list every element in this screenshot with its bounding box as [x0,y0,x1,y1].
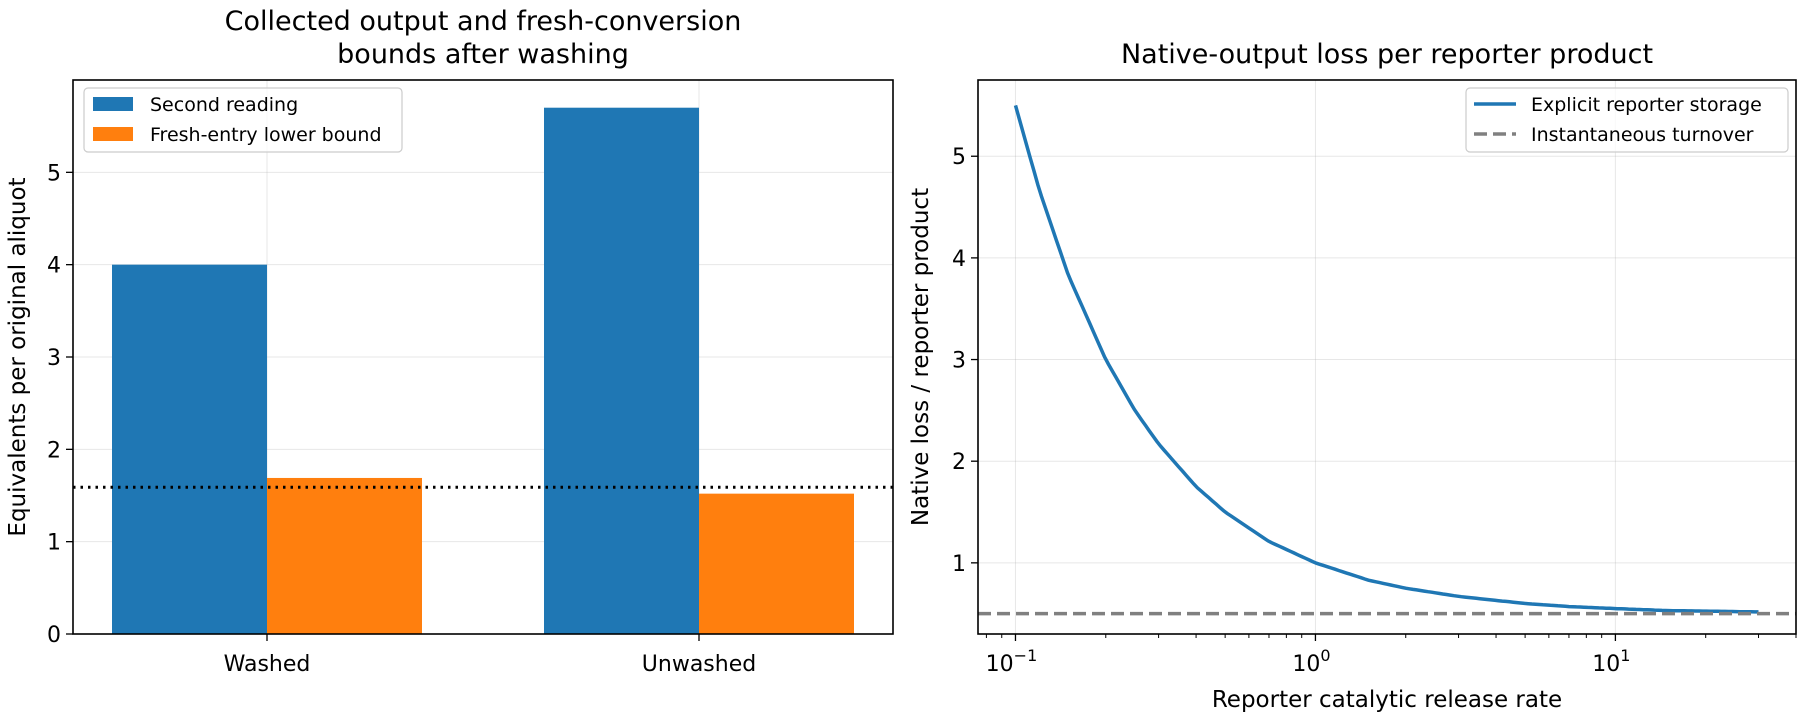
x-axis-ticks: Washed Unwashed [224,634,756,677]
legend-label-instantaneous-turnover: Instantaneous turnover [1531,124,1754,146]
y-tick-label: 2 [47,438,61,463]
legend-box [83,87,403,153]
x-tick-exponent: 0 [1320,646,1330,665]
legend-box [1465,87,1789,153]
y-tick-label: 2 [952,450,966,475]
grid-lines [978,80,1796,634]
legend-swatch-fresh-entry [93,127,133,141]
chart-title: Native-output loss per reporter product [1121,39,1653,70]
x-axis-ticks: 10−1 100 101 [986,634,1797,677]
x-tick-label: 100 [1292,646,1330,677]
y-tick-label: 0 [47,623,61,648]
chart-title-line-1: Collected output and fresh-conversion [225,6,742,37]
y-axis-ticks: 1 2 3 4 5 [952,145,978,577]
y-axis-label: Equivalents per original aliquot [5,177,31,536]
line-series-group [978,104,1796,616]
y-tick-label: 1 [952,552,966,577]
x-tick-base: 10 [986,652,1014,677]
legend[interactable]: Explicit reporter storage Instantaneous … [1465,87,1789,153]
x-tick-exponent: 1 [1620,646,1630,665]
bar-second-reading-washed [112,264,267,634]
plot-frame [977,79,1797,635]
legend-label-explicit-storage: Explicit reporter storage [1531,94,1762,116]
x-tick-label: 10−1 [986,646,1038,677]
y-tick-label: 5 [952,145,966,170]
x-tick-label: Washed [224,652,311,677]
y-axis-ticks: 0 1 2 3 4 5 [47,161,73,648]
y-tick-label: 3 [952,349,966,374]
line-chart-panel: Native-output loss per reporter product … [908,39,1797,713]
bar-second-reading-unwashed [544,107,699,634]
y-tick-label: 5 [47,161,61,186]
y-tick-label: 1 [47,531,61,556]
y-axis-label: Native loss / reporter product [908,188,934,526]
legend-swatch-second-reading [93,97,133,111]
x-axis-label: Reporter catalytic release rate [1212,687,1562,713]
line-series-explicit-storage [1013,104,1759,614]
chart-title-line-2: bounds after washing [337,39,629,70]
y-tick-label: 3 [47,346,61,371]
y-tick-label: 4 [47,254,61,279]
legend-label-second-reading: Second reading [150,94,298,116]
x-tick-exponent: −1 [1014,646,1038,665]
bar-fresh-entry-unwashed [699,493,854,634]
bar-series-group [112,107,854,634]
bar-fresh-entry-washed [267,477,422,634]
legend-label-fresh-entry: Fresh-entry lower bound [150,124,382,146]
x-tick-base: 10 [1292,652,1320,677]
x-tick-label: 101 [1592,646,1630,677]
x-tick-label: Unwashed [642,652,756,677]
legend[interactable]: Second reading Fresh-entry lower bound [83,87,403,153]
bar-chart-panel: Collected output and fresh-conversion bo… [5,6,894,677]
x-tick-base: 10 [1592,652,1620,677]
y-tick-label: 4 [952,247,966,272]
